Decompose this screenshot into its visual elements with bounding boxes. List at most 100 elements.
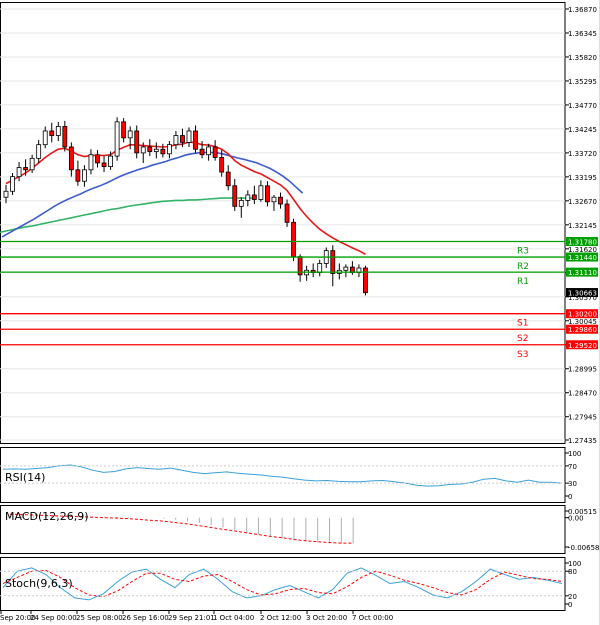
candle (232, 178, 238, 211)
candle (212, 140, 218, 161)
time-label: 1 Oct 04:00 (213, 614, 254, 622)
candle-down (251, 194, 257, 200)
candle (62, 120, 68, 152)
candle (265, 181, 270, 207)
level-label-s3: S3 (517, 350, 528, 360)
candle-down (101, 162, 107, 167)
osc-tick-label: 70 (568, 463, 577, 471)
candle-down (75, 169, 81, 182)
time-label: 7 Oct 00:00 (352, 614, 393, 622)
candle-up (36, 144, 42, 159)
candle (127, 126, 133, 150)
candle-up (88, 154, 94, 171)
candle-up (108, 155, 113, 167)
panel-frame-main (0, 2, 566, 444)
candle-up (271, 196, 277, 203)
level-tag-bg (566, 309, 598, 319)
ma-fast-line (5, 141, 366, 256)
candle (10, 172, 15, 195)
candle (114, 117, 120, 161)
candle (251, 185, 257, 205)
osc-tick-label: 100 (568, 560, 581, 568)
osc-tick-label: 30 (568, 480, 577, 488)
candle-up (16, 167, 22, 178)
macd-tick-label: 0.00515 (568, 508, 597, 516)
candle-up (238, 200, 244, 207)
candle (173, 130, 179, 150)
candle-down (121, 121, 127, 139)
macd-tick-label: 0.00 (568, 515, 584, 523)
candle-up (258, 185, 264, 200)
candle-up (173, 135, 179, 146)
level-tag: 1.30200 (568, 311, 597, 319)
candle-down (284, 203, 290, 223)
candle (271, 194, 277, 211)
candle (278, 192, 283, 209)
ma-mid-line (1, 151, 304, 238)
candle (193, 125, 198, 153)
ma-fast (5, 141, 366, 256)
candle-up (10, 176, 15, 192)
candles (3, 117, 368, 296)
price-label: 1.35820 (568, 54, 597, 62)
time-label: Sep 20:00 (0, 614, 36, 622)
macd-signal-line (9, 513, 354, 544)
candle (245, 190, 251, 207)
candle-down (278, 196, 283, 205)
candle-up (206, 146, 212, 156)
indicator-label: RSI(14) (5, 471, 45, 484)
candle-up (114, 121, 120, 157)
price-label: 1.32670 (568, 198, 597, 206)
price-axis: 1.36870 1.36345 1.35820 1.35295 1.34770 1.342… (565, 6, 598, 445)
candle-up (127, 130, 133, 139)
candle (29, 154, 35, 173)
level-tag: 1.31780 (568, 239, 597, 247)
candle-down (147, 146, 153, 152)
indicator-label: Stoch(9,6,3) (5, 577, 73, 590)
osc-tick-label: 20 (568, 593, 577, 601)
level-tag: 1.31110 (568, 269, 597, 277)
price-label: 1.36345 (568, 30, 597, 38)
price-label: 1.34770 (568, 102, 597, 110)
candle (166, 141, 172, 159)
ma-mid (1, 151, 304, 238)
osc-tick-label: 80 (568, 568, 577, 576)
candle-down (68, 146, 74, 171)
level-label-r3: R3 (517, 247, 529, 257)
candle (134, 125, 140, 159)
panel-frame-stoch (0, 557, 566, 611)
candle (101, 156, 107, 173)
ma-slow (0, 197, 255, 234)
candle (23, 159, 29, 176)
price-label: 1.28995 (568, 366, 597, 374)
price-label: 1.30570 (568, 294, 597, 302)
candle-up (3, 190, 9, 198)
candle (82, 165, 87, 187)
price-label: 1.32145 (568, 222, 597, 230)
current-price-tag: 1.30663 (568, 290, 597, 298)
candle (330, 245, 336, 287)
candle (95, 150, 100, 168)
candle (16, 162, 22, 182)
level-label-r1: R1 (517, 277, 529, 287)
panel-frame-macd (0, 505, 566, 554)
candle-down (160, 148, 166, 155)
candle (343, 264, 349, 278)
price-label: 1.28470 (568, 390, 597, 398)
candle-up (55, 126, 61, 136)
candle (3, 184, 9, 204)
price-label: 1.27435 (568, 437, 597, 445)
candle-down (232, 185, 238, 207)
candle-up (317, 263, 323, 273)
price-label: 1.31620 (568, 246, 597, 254)
level-label-r2: R2 (517, 262, 529, 272)
candle-up (82, 169, 87, 182)
price-label: 1.34245 (568, 126, 597, 134)
candle (363, 265, 368, 296)
time-label: 26 Sep 16:00 (122, 614, 169, 622)
panel-frame-rsi (0, 447, 566, 503)
ma-slow-line (0, 197, 255, 234)
